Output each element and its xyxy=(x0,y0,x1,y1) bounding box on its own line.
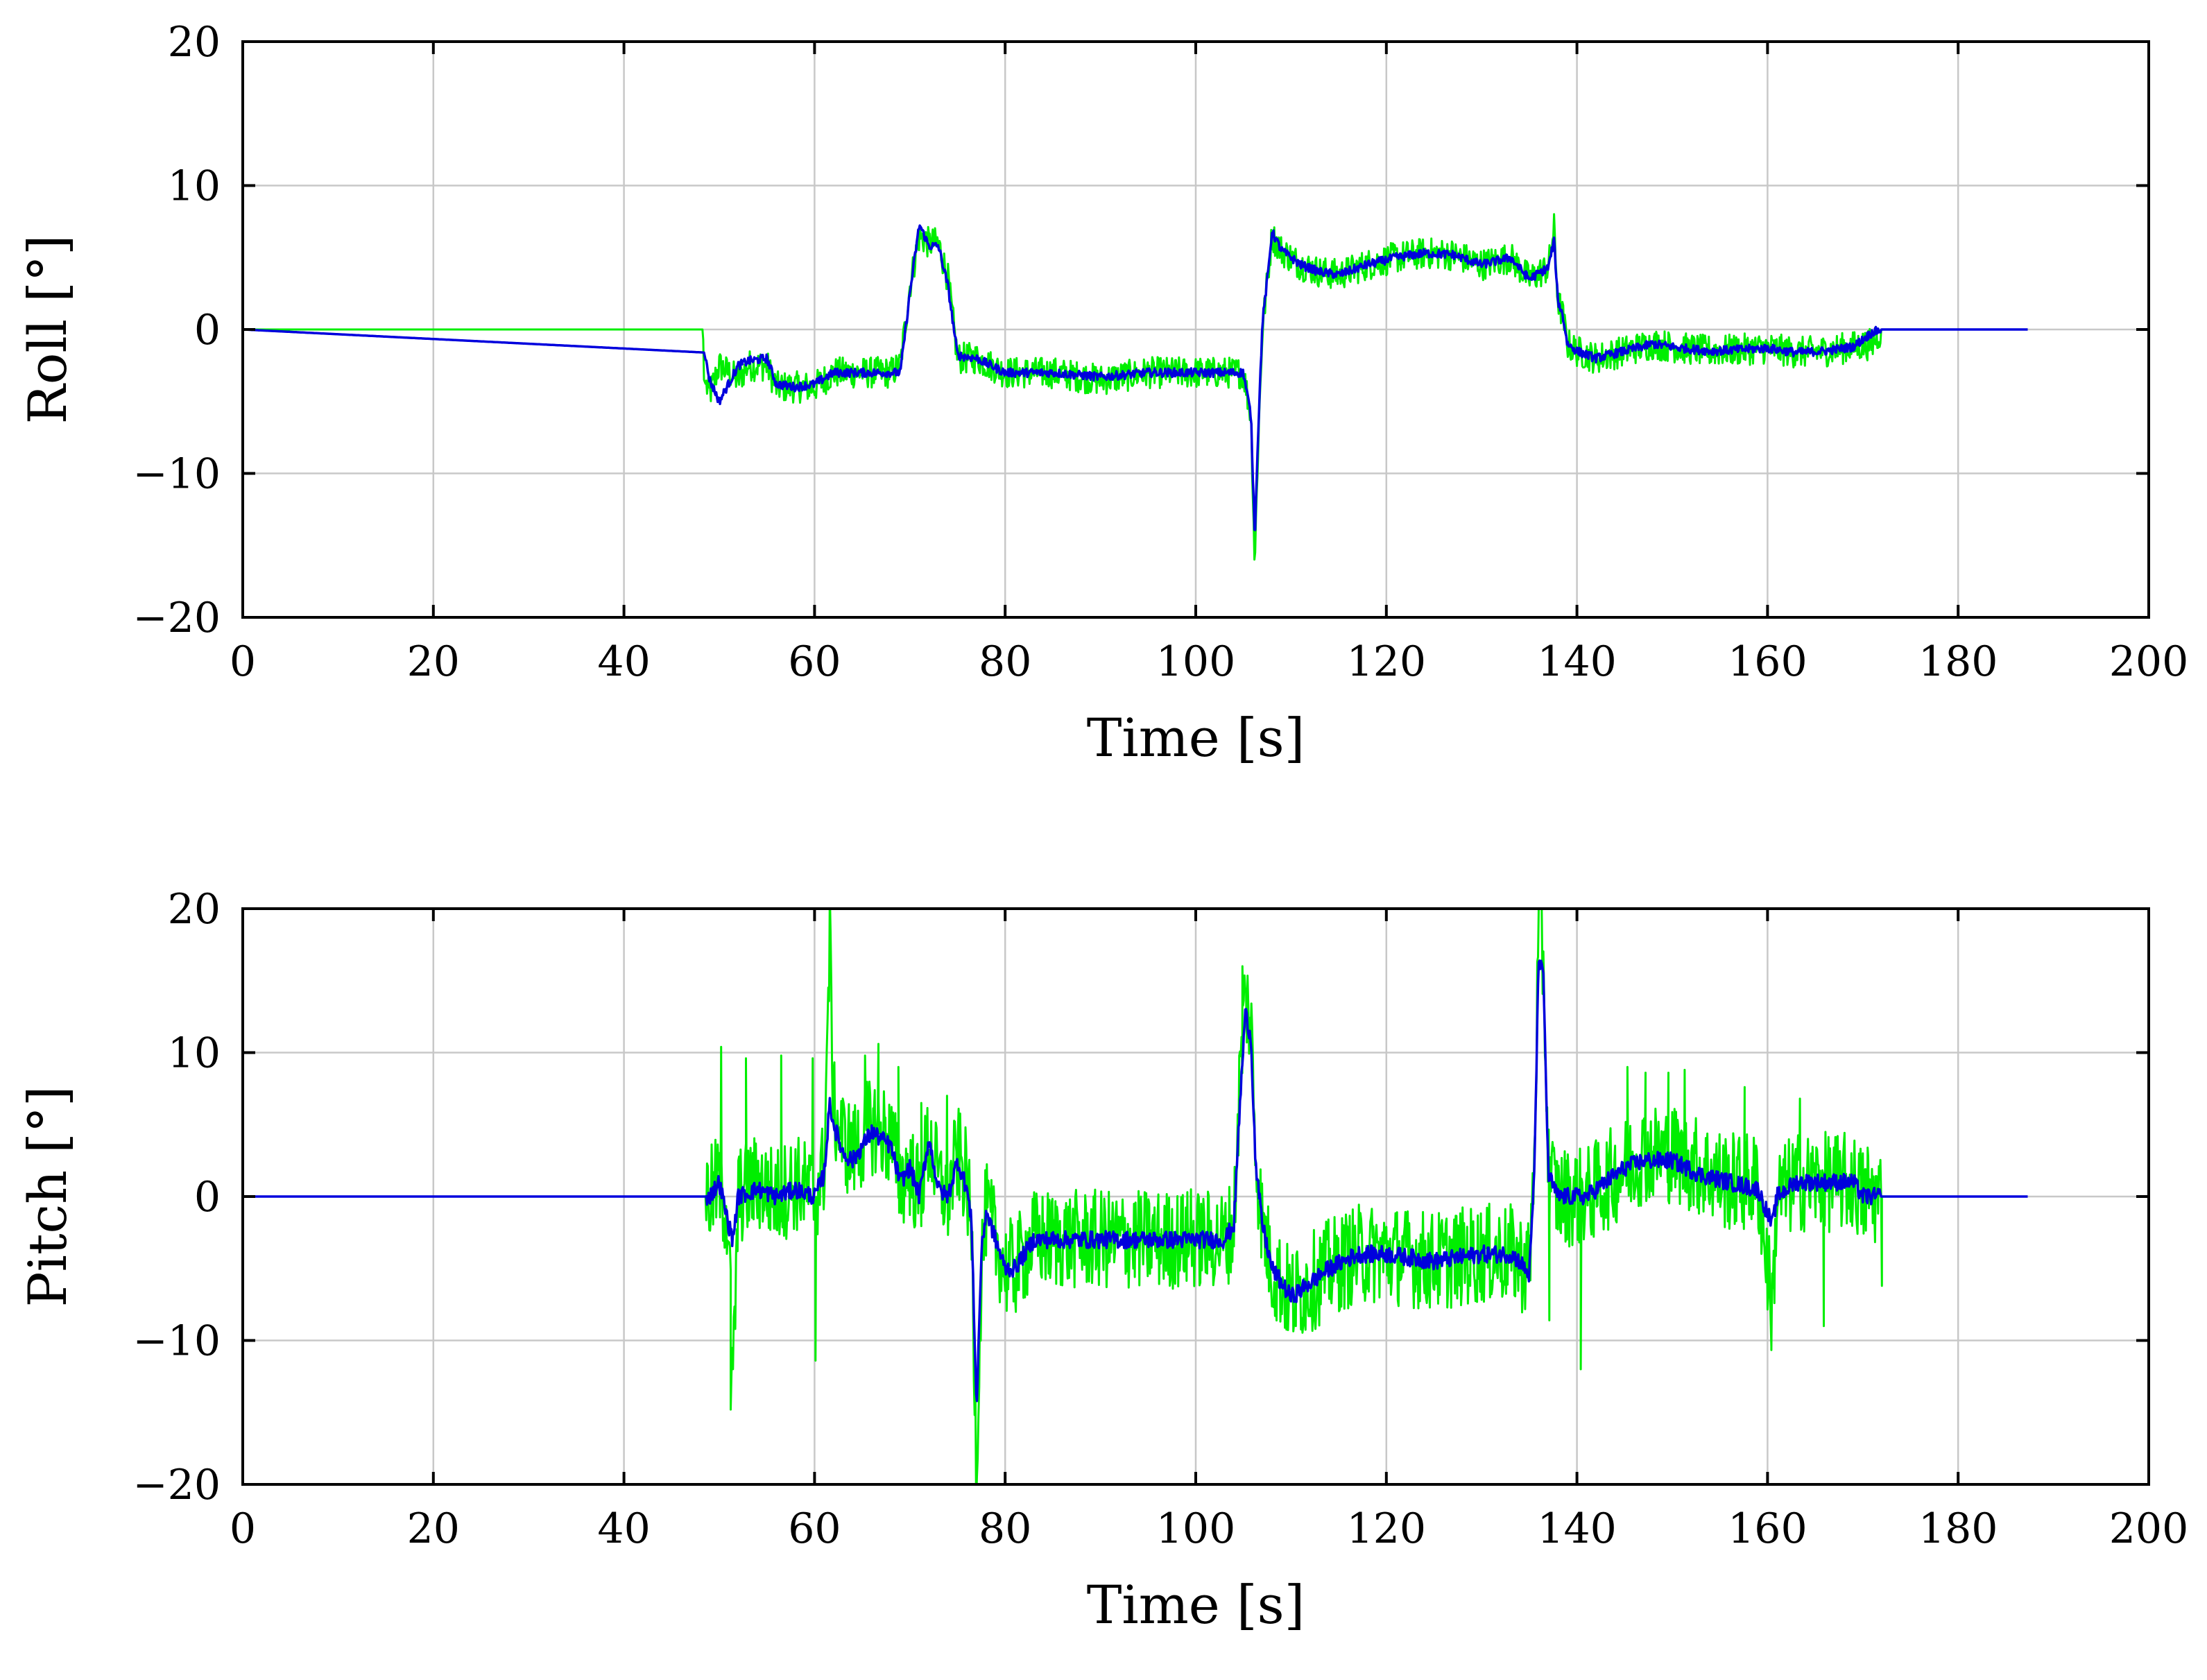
y-tick-label: −20 xyxy=(132,1461,221,1509)
x-tick-label: 60 xyxy=(788,1505,841,1553)
x-tick-label: 200 xyxy=(2109,637,2189,686)
y-tick-label: −20 xyxy=(132,594,221,642)
x-tick-label: 80 xyxy=(979,637,1031,686)
x-tick-label: 180 xyxy=(1918,1505,1998,1553)
x-tick-label: 120 xyxy=(1347,637,1427,686)
x-tick-label: 0 xyxy=(230,637,256,686)
x-tick-label: 80 xyxy=(979,1505,1031,1553)
x-tick-label: 100 xyxy=(1156,1505,1236,1553)
x-tick-label: 100 xyxy=(1156,637,1236,686)
y-tick-label: 10 xyxy=(168,1029,221,1078)
y-axis-label: Roll [°] xyxy=(17,234,78,424)
x-axis-label: Time [s] xyxy=(1087,707,1305,769)
y-tick-label: 20 xyxy=(168,885,221,934)
x-axis-label: Time [s] xyxy=(1087,1574,1305,1636)
x-tick-label: 120 xyxy=(1347,1505,1427,1553)
x-tick-label: 160 xyxy=(1728,1505,1807,1553)
x-tick-label: 160 xyxy=(1728,637,1807,686)
series-line-estimated xyxy=(243,224,2029,531)
series-line-measured xyxy=(243,213,1883,561)
x-tick-label: 20 xyxy=(407,637,460,686)
y-tick-label: 0 xyxy=(194,1173,221,1222)
x-tick-label: 200 xyxy=(2109,1505,2189,1553)
series-line-estimated xyxy=(243,959,2029,1403)
y-tick-label: 10 xyxy=(168,162,221,211)
y-tick-label: −10 xyxy=(132,450,221,499)
y-tick-label: 20 xyxy=(168,18,221,67)
x-tick-label: 0 xyxy=(230,1505,256,1553)
x-tick-label: 40 xyxy=(597,1505,650,1553)
series-line-measured xyxy=(243,909,1883,1484)
x-tick-label: 20 xyxy=(407,1505,460,1553)
chart-panel-roll: 0 20 40 60 80 100 120 140 160 180 200 −20 −10 0 10 20 Ti… xyxy=(17,18,2188,769)
y-axis-label: Pitch [°] xyxy=(17,1086,78,1308)
x-tick-label: 140 xyxy=(1537,1505,1617,1553)
x-tick-label: 40 xyxy=(597,637,650,686)
x-tick-label: 180 xyxy=(1918,637,1998,686)
chart-panel-pitch: 0 20 40 60 80 100 120 140 160 180 200 −20 −10 0 10 20 Ti… xyxy=(17,885,2188,1636)
x-tick-label: 60 xyxy=(788,637,841,686)
x-tick-label: 140 xyxy=(1537,637,1617,686)
y-tick-label: −10 xyxy=(132,1317,221,1366)
y-tick-label: 0 xyxy=(194,306,221,354)
